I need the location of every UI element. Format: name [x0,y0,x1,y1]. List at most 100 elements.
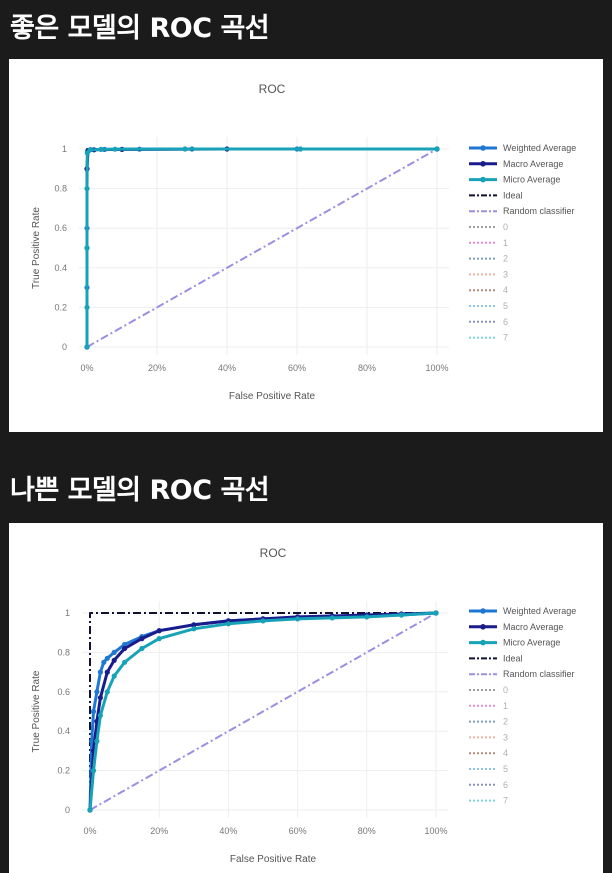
data-point [434,146,440,152]
data-point [364,614,370,620]
x-tick-label: 0% [80,363,93,373]
data-point [295,616,301,622]
data-point [94,738,100,744]
y-tick-label: 0.6 [57,687,70,697]
legend-item[interactable]: Ideal [469,653,523,663]
x-tick-label: 60% [289,826,307,836]
legend-item[interactable]: 2 [469,254,508,264]
data-point [112,146,118,152]
data-point [87,807,93,813]
legend-label: 5 [503,301,508,311]
legend-label: Micro Average [503,638,560,648]
legend-label: 2 [503,254,508,264]
legend-label: 4 [503,748,508,758]
legend-item[interactable]: Weighted Average [469,606,576,616]
data-point [84,245,90,251]
legend-item[interactable]: Macro Average [469,159,563,169]
data-point [191,626,197,632]
legend-marker [480,145,486,151]
x-axis-label: False Positive Rate [230,854,317,865]
y-tick-label: 0 [62,342,67,352]
data-point [156,628,162,634]
legend-item[interactable]: 5 [469,301,508,311]
data-point [156,636,162,642]
legend-label: Ideal [503,653,523,663]
roc-chart-bad-model: ROC 0% 20% 40% 60% 80% 100% 0 0.2 0.4 0.6 0.8 1 False… [31,546,576,865]
legend-item[interactable]: Random classifier [469,206,575,216]
legend-item[interactable]: 7 [469,333,508,343]
legend-label: 6 [503,317,508,327]
legend-item[interactable]: 5 [469,764,508,774]
data-point [139,645,145,652]
data-point [225,621,231,627]
legend-marker [480,176,486,183]
data-point [104,669,110,675]
legend-item[interactable]: 4 [469,285,508,295]
legend-item[interactable]: 3 [469,732,508,742]
legend-item[interactable]: 4 [469,748,508,758]
data-point [122,641,128,648]
y-tick-label: 0.6 [54,223,67,233]
legend-marker [480,624,486,630]
y-tick-label: 0 [65,805,70,815]
data-point [104,689,110,695]
data-point [329,615,335,621]
data-point [97,695,103,701]
legend-item[interactable]: 6 [469,780,508,790]
data-point [398,612,404,618]
legend-item[interactable]: Micro Average [469,175,560,185]
section-title-bad-model: 나쁜 모델의 ROC 곡선 [10,475,270,506]
data-point [97,669,103,675]
y-tick-label: 1 [65,608,70,618]
x-tick-label: 60% [288,363,306,373]
y-axis-label: True Positive Rate [31,670,42,752]
series-line-random-classifier [89,612,437,811]
legend-item[interactable]: 6 [469,317,508,327]
y-tick-label: 0.4 [57,726,70,736]
legend-label: 3 [503,269,508,279]
data-point [111,673,117,679]
y-tick-label: 1 [62,144,67,154]
legend: Weighted Average Macro Average Micro Avera… [469,606,576,806]
x-tick-label: 80% [358,363,376,373]
legend-item[interactable]: 3 [469,269,508,279]
legend-label: Random classifier [503,669,575,679]
legend-item[interactable]: Ideal [469,190,523,200]
legend-item[interactable]: Macro Average [469,622,563,632]
legend-item[interactable]: Random classifier [469,669,575,679]
legend-item[interactable]: 0 [469,685,508,695]
legend-label: 6 [503,780,508,790]
legend-label: 7 [503,333,508,343]
legend-item[interactable]: 1 [469,238,508,248]
legend-item[interactable]: 7 [469,796,508,806]
data-point [84,304,90,310]
chart-title: ROC [259,82,286,96]
data-point [122,645,128,652]
legend-label: 0 [503,685,508,695]
legend-label: 3 [503,732,508,742]
legend-label: Macro Average [503,622,563,632]
legend-item[interactable]: 1 [469,701,508,711]
data-point [433,610,439,616]
legend-item[interactable]: Weighted Average [469,143,576,153]
legend-label: Micro Average [503,175,560,185]
data-point [84,344,90,350]
legend-label: 2 [503,717,508,727]
legend-item[interactable]: Micro Average [469,638,560,648]
legend-label: Weighted Average [503,606,576,616]
legend-label: Ideal [503,190,523,200]
legend: Weighted Average Macro Average Micro Avera… [469,143,576,343]
y-tick-label: 0.2 [54,302,67,312]
data-point [260,618,266,624]
chart-panel-bad-model: ROC 0% 20% 40% 60% 80% 100% 0 0.2 0.4 0.6 0.8 1 False… [9,523,603,873]
legend-item[interactable]: 2 [469,717,508,727]
legend-label: Random classifier [503,206,575,216]
y-tick-label: 0.8 [57,647,70,657]
chart-panel-good-model: ROC 0% 20% 40% 60% 80% 100% 0 0.2 0.4 0.6 0.8 1 False… [9,59,603,432]
data-point [182,146,188,152]
legend-item[interactable]: 0 [469,222,508,232]
legend-label: 1 [503,701,508,711]
x-tick-label: 80% [358,826,376,836]
x-tick-label: 0% [83,826,96,836]
data-point [111,657,117,663]
